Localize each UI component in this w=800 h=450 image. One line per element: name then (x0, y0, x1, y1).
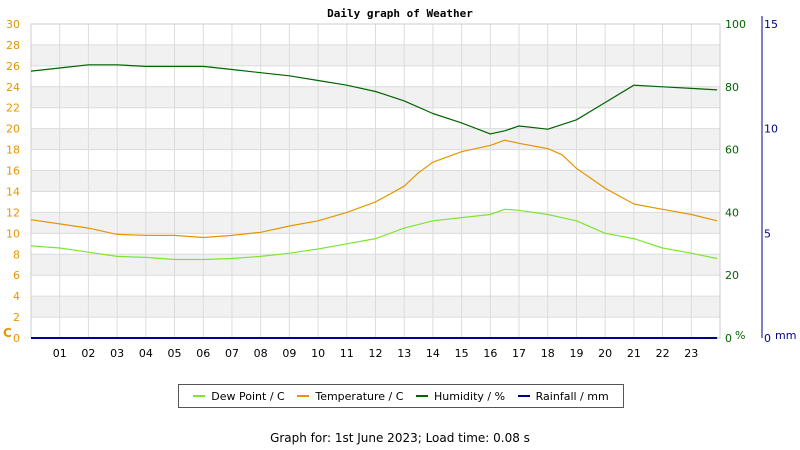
x-tick-label: 15 (455, 347, 469, 360)
legend-item-temperature: Temperature / C (297, 390, 403, 403)
x-tick-label: 08 (254, 347, 268, 360)
y-left-tick-label: 22 (6, 102, 20, 115)
x-tick-label: 11 (340, 347, 354, 360)
y-left-tick-label: 18 (6, 144, 20, 157)
legend-item-rainfall: Rainfall / mm (517, 389, 609, 403)
x-tick-label: 13 (397, 347, 411, 360)
x-tick-label: 01 (53, 347, 67, 360)
x-tick-label: 16 (483, 347, 497, 360)
y-right-humidity-tick-label: 80 (725, 81, 739, 94)
legend-swatch-dew-point (193, 395, 206, 397)
legend-label-humidity: Humidity / % (434, 389, 506, 403)
x-tick-label: 02 (81, 347, 95, 360)
y-right-humidity-tick-label: 40 (725, 206, 739, 219)
chart-legend: Dew Point / C Temperature / C Humidity /… (178, 384, 624, 408)
y-right-humidity-unit: % (735, 329, 745, 342)
legend-swatch-humidity (416, 395, 429, 397)
y-left-tick-label: 28 (6, 39, 20, 52)
x-tick-label: 19 (569, 347, 583, 360)
series-line-temperature (30, 139, 718, 239)
y-left-tick-label: 24 (6, 81, 20, 94)
legend-label-temperature: Temperature / C (315, 389, 404, 403)
y-left-tick-label: 20 (6, 123, 20, 136)
x-tick-label: 03 (110, 347, 124, 360)
y-left-tick-label: 0 (13, 332, 20, 345)
series-line-humidity (30, 64, 718, 135)
y-left-tick-label: 12 (6, 206, 20, 219)
y-right-humidity-tick-label: 0 (725, 332, 732, 345)
x-tick-label: 07 (225, 347, 239, 360)
y-right-humidity-tick-label: 20 (725, 269, 739, 282)
legend-item-dew-point: Dew Point / C (193, 389, 285, 403)
x-tick-label: 14 (426, 347, 440, 360)
y-right-humidity-tick-label: 100 (725, 18, 746, 31)
x-tick-label: 04 (139, 347, 153, 360)
y-right-rainfall-unit: mm (775, 329, 796, 342)
legend-swatch-temperature (297, 395, 310, 397)
x-tick-label: 17 (512, 347, 526, 360)
y-right-humidity-tick-label: 60 (725, 144, 739, 157)
x-tick-label: 05 (168, 347, 182, 360)
y-left-tick-label: 6 (13, 269, 20, 282)
x-tick-label: 21 (627, 347, 641, 360)
legend-label-rainfall: Rainfall / mm (535, 389, 609, 403)
y-right-rainfall-tick-label: 0 (764, 332, 771, 345)
y-left-tick-label: 10 (6, 227, 20, 240)
y-right-rainfall-tick-label: 5 (764, 227, 771, 240)
x-tick-label: 20 (598, 347, 612, 360)
y-left-tick-label: 4 (13, 290, 20, 303)
y-left-unit: C (3, 326, 12, 340)
y-left-tick-label: 14 (6, 185, 20, 198)
y-right-rainfall-tick-label: 15 (764, 18, 778, 31)
x-tick-label: 12 (369, 347, 383, 360)
legend-item-humidity: Humidity / % (416, 390, 505, 403)
x-tick-label: 22 (656, 347, 670, 360)
x-tick-label: 10 (311, 347, 325, 360)
y-left-tick-label: 2 (13, 311, 20, 324)
y-left-tick-label: 16 (6, 165, 20, 178)
graph-footer: Graph for: 1st June 2023; Load time: 0.0… (270, 431, 530, 445)
x-tick-label: 23 (684, 347, 698, 360)
y-right-rainfall-tick-label: 10 (764, 123, 778, 136)
y-left-tick-label: 26 (6, 60, 20, 73)
y-left-tick-label: 30 (6, 18, 20, 31)
x-tick-label: 06 (196, 347, 210, 360)
y-left-tick-label: 8 (13, 248, 20, 261)
legend-swatch-rainfall (517, 395, 530, 397)
x-tick-label: 09 (282, 347, 296, 360)
legend-label-dew-point: Dew Point / C (211, 389, 285, 403)
chart-title: Daily graph of Weather (327, 7, 473, 20)
series-line-dew (30, 208, 718, 261)
weather-chart: Daily graph of Weather024681012141618202… (3, 7, 796, 360)
x-tick-label: 18 (541, 347, 555, 360)
